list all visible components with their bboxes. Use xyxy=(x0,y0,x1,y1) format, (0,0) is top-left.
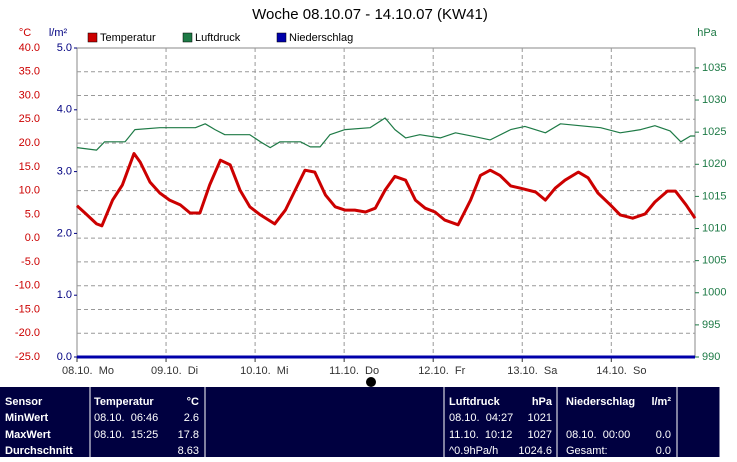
y3-axis-title: l/m² xyxy=(49,27,68,39)
y-tick-label: 35.0 xyxy=(19,66,40,78)
x-tick-label: 10.10. Mi xyxy=(240,365,288,377)
x-tick-label: 12.10. Fr xyxy=(418,365,465,377)
legend-label: Luftdruck xyxy=(195,32,241,44)
x-tick-label: 09.10. Di xyxy=(151,365,198,377)
series-line xyxy=(76,117,695,151)
legend-swatch xyxy=(182,32,193,43)
table-header: Niederschlag xyxy=(566,396,635,408)
x-tick-label: 11.10. Do xyxy=(329,365,379,377)
cell: 11.10. 10:12 xyxy=(449,429,512,441)
y2-tick-label: 1035 xyxy=(702,62,726,74)
cell: 1024.6 xyxy=(518,445,552,457)
row-label: Durchschnitt xyxy=(5,445,73,457)
summary-table: Sensor Temperatur °C Luftdruck hPa Niede… xyxy=(0,387,721,457)
y-tick-label: 15.0 xyxy=(19,161,40,173)
legend-label: Temperatur xyxy=(100,32,156,44)
table-header: °C xyxy=(187,396,199,408)
y3-tick-label: 4.0 xyxy=(57,104,72,116)
cell: 8.63 xyxy=(178,445,199,457)
y2-tick-label: 1005 xyxy=(702,255,726,267)
cell: 08.10. 15:25 xyxy=(94,429,158,441)
table-header: Luftdruck xyxy=(449,396,501,408)
cell: 08.10. 06:46 xyxy=(94,412,158,424)
cell: 08.10. 04:27 xyxy=(449,412,513,424)
table-header: l/m² xyxy=(651,396,671,408)
cell: 0.0 xyxy=(656,429,671,441)
y-tick-label: -20.0 xyxy=(15,327,40,339)
cell: 17.8 xyxy=(178,429,199,441)
chart-title: Woche 08.10.07 - 14.10.07 (KW41) xyxy=(252,6,488,23)
y2-tick-label: 1020 xyxy=(702,158,726,170)
x-tick-label: 14.10. So xyxy=(596,365,646,377)
y-tick-label: -15.0 xyxy=(15,303,40,315)
legend-swatch xyxy=(87,32,98,43)
cell: ^0.9hPa/h xyxy=(449,445,498,457)
y-tick-label: -10.0 xyxy=(15,280,40,292)
y-tick-label: 20.0 xyxy=(19,137,40,149)
y-tick-label: 30.0 xyxy=(19,89,40,101)
x-tick-label: 08.10. Mo xyxy=(62,365,114,377)
y2-tick-label: 990 xyxy=(702,351,720,363)
y2-tick-label: 1025 xyxy=(702,126,726,138)
y3-tick-label: 5.0 xyxy=(57,42,72,54)
row-label: MinWert xyxy=(5,412,49,424)
y2-axis-title: hPa xyxy=(697,27,717,39)
cell: Gesamt: xyxy=(566,445,608,457)
y3-tick-label: 3.0 xyxy=(57,166,72,178)
y2-tick-label: 1015 xyxy=(702,190,726,202)
y-tick-label: 5.0 xyxy=(25,208,40,220)
y2-tick-label: 1030 xyxy=(702,94,726,106)
x-tick-label: 13.10. Sa xyxy=(507,365,558,377)
row-label: MaxWert xyxy=(5,429,51,441)
cell: 08.10. 00:00 xyxy=(566,429,630,441)
cell: 0.0 xyxy=(656,445,671,457)
plot-area xyxy=(76,47,696,358)
y-tick-label: 25.0 xyxy=(19,113,40,125)
series-line xyxy=(75,152,697,228)
y-tick-label: 0.0 xyxy=(25,232,40,244)
y-tick-label: -25.0 xyxy=(15,351,40,363)
y-tick-label: 10.0 xyxy=(19,185,40,197)
y3-tick-label: 2.0 xyxy=(57,227,72,239)
legend-swatch xyxy=(276,32,287,43)
legend-label: Niederschlag xyxy=(289,32,353,44)
y-tick-label: 40.0 xyxy=(19,42,40,54)
table-header: Sensor xyxy=(5,396,43,408)
table-background xyxy=(0,387,720,457)
y-axis-title: °C xyxy=(19,27,31,39)
table-header: hPa xyxy=(532,396,553,408)
grid xyxy=(74,47,699,362)
y2-tick-label: 1000 xyxy=(702,287,726,299)
table-header: Temperatur xyxy=(94,396,154,408)
y2-tick-label: 1010 xyxy=(702,222,726,234)
cell: 2.6 xyxy=(184,412,199,424)
y-tick-label: -5.0 xyxy=(21,256,40,268)
marks xyxy=(75,117,697,359)
y2-tick-label: 995 xyxy=(702,319,720,331)
cursor-handle[interactable] xyxy=(366,377,376,387)
cell: 1021 xyxy=(528,412,552,424)
cell: 1027 xyxy=(528,429,552,441)
y3-tick-label: 0.0 xyxy=(57,351,72,363)
y3-tick-label: 1.0 xyxy=(57,289,72,301)
